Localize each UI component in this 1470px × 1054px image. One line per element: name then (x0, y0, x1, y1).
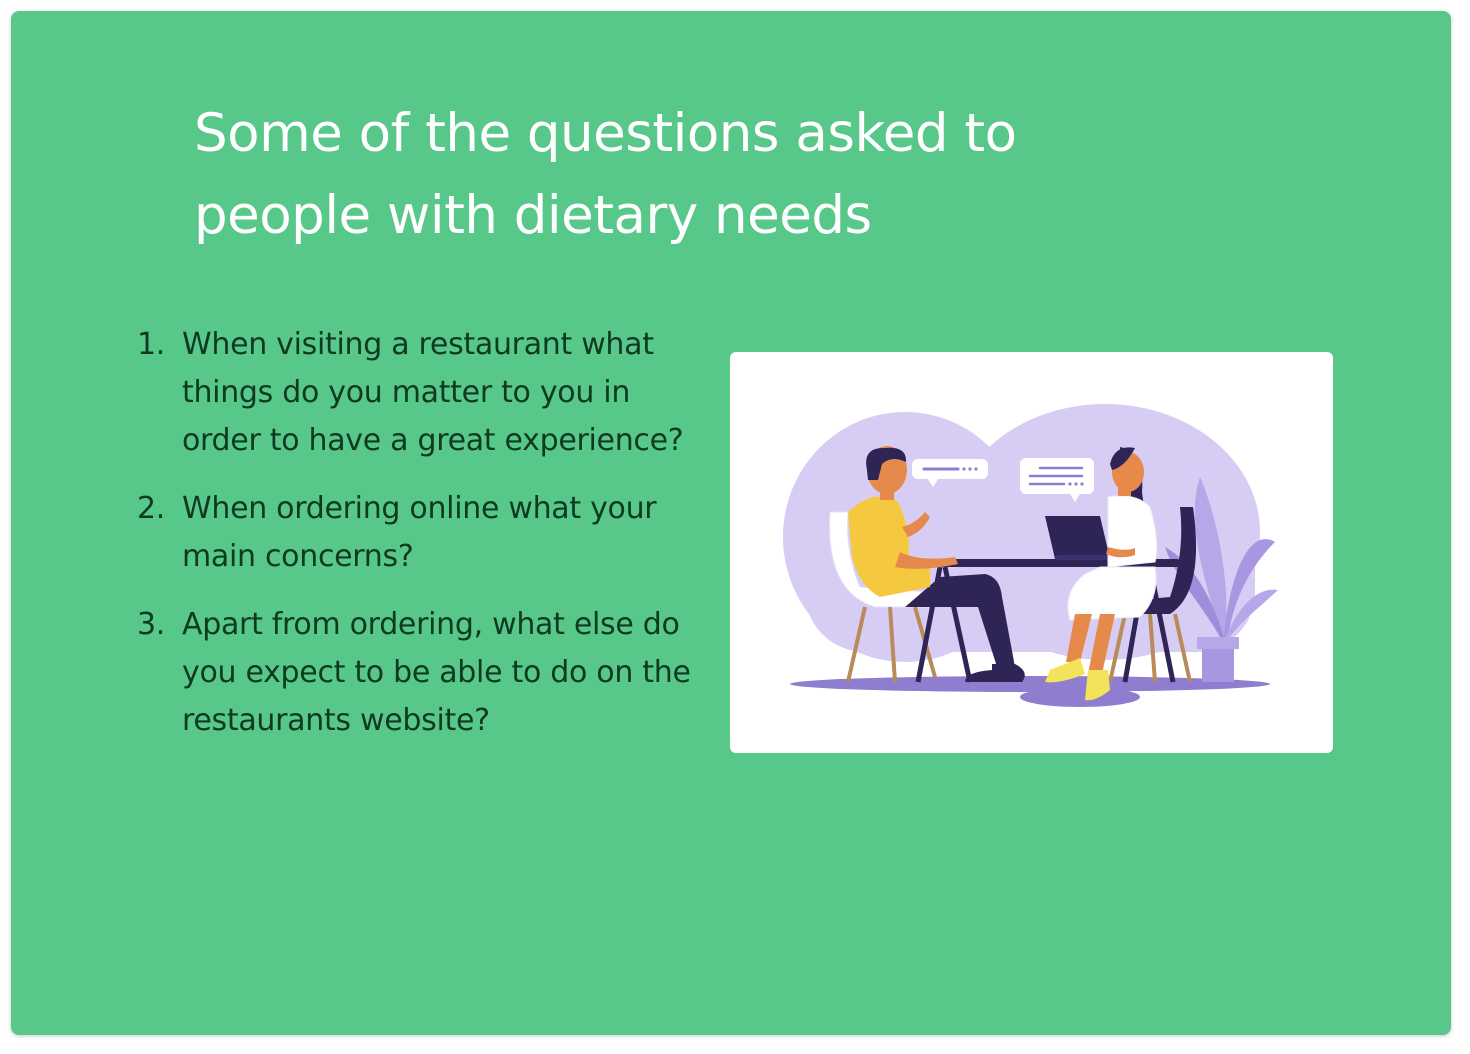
question-text: When visiting a restaurant what things d… (182, 327, 684, 458)
question-number: 2. (137, 491, 166, 526)
question-list: 1. When visiting a restaurant what thing… (137, 321, 697, 765)
speech-bubble-icon (912, 459, 988, 487)
question-item: 3. Apart from ordering, what else do you… (137, 601, 697, 745)
man-figure (848, 446, 1025, 682)
question-number: 1. (137, 327, 166, 362)
question-item: 1. When visiting a restaurant what thing… (137, 321, 697, 465)
slide-title: Some of the questions asked to people wi… (194, 103, 1017, 246)
chair-icon (1108, 507, 1197, 683)
question-text: Apart from ordering, what else do you ex… (182, 607, 691, 738)
woman-figure (1045, 447, 1158, 701)
question-number: 3. (137, 607, 166, 642)
floor-shadow (790, 676, 1270, 692)
interview-illustration-icon (783, 404, 1278, 707)
question-text: When ordering online what your main conc… (182, 491, 657, 574)
chair-icon (829, 511, 937, 683)
illustration-frame (730, 352, 1333, 753)
plant-icon (1165, 477, 1278, 682)
speech-bubble-icon (1020, 458, 1094, 502)
floor-shadow (1020, 687, 1140, 707)
question-item: 2. When ordering online what your main c… (137, 485, 697, 581)
slide: Some of the questions asked to people wi… (11, 11, 1451, 1035)
